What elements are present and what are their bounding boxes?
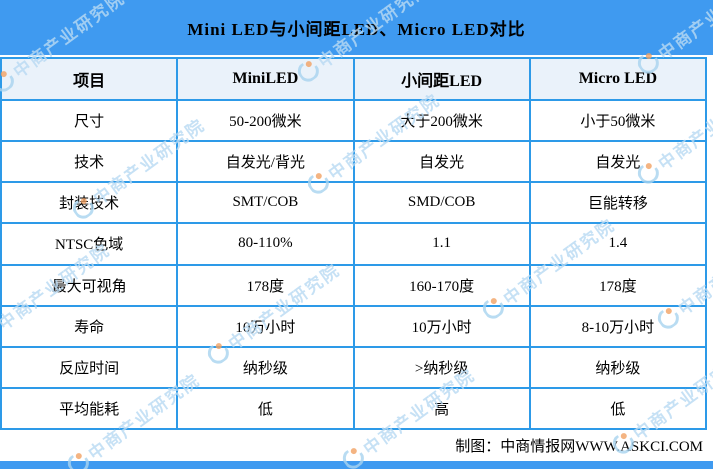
cell: 纳秒级 bbox=[178, 347, 353, 387]
cell: >纳秒级 bbox=[354, 347, 529, 387]
cell: 小于50微米 bbox=[530, 101, 705, 141]
row-label: 封装技术 bbox=[2, 183, 177, 223]
comparison-table: 项目 MiniLED 小间距LED Micro LED 尺寸 50-200微米 … bbox=[0, 57, 707, 430]
cell: 160-170度 bbox=[354, 265, 529, 305]
page-title: Mini LED与小间距LED、Micro LED对比 bbox=[187, 20, 526, 39]
cell: 自发光/背光 bbox=[178, 142, 353, 182]
cell: 低 bbox=[530, 388, 705, 428]
cell: 8-10万小时 bbox=[530, 306, 705, 346]
cell: 1.4 bbox=[530, 224, 705, 264]
row-label: 技术 bbox=[2, 142, 177, 182]
row-label: 最大可视角 bbox=[2, 265, 177, 305]
row-label: 平均能耗 bbox=[2, 388, 177, 428]
row-label: 尺寸 bbox=[2, 101, 177, 141]
cell: 纳秒级 bbox=[530, 347, 705, 387]
cell: 50-200微米 bbox=[178, 101, 353, 141]
cell: 178度 bbox=[530, 265, 705, 305]
row-label: 寿命 bbox=[2, 306, 177, 346]
column-header: Micro LED bbox=[530, 59, 705, 99]
cell: 10万小时 bbox=[354, 306, 529, 346]
source-credit: 制图：中商情报网WWW.ASKCI.COM bbox=[455, 439, 703, 455]
cell: SMT/COB bbox=[178, 183, 353, 223]
cell: 自发光 bbox=[354, 142, 529, 182]
cell: 巨能转移 bbox=[530, 183, 705, 223]
column-header: 小间距LED bbox=[354, 59, 529, 99]
row-label: 反应时间 bbox=[2, 347, 177, 387]
cell: 178度 bbox=[178, 265, 353, 305]
cell: 大于200微米 bbox=[354, 101, 529, 141]
row-label: NTSC色域 bbox=[2, 224, 177, 264]
cell: SMD/COB bbox=[354, 183, 529, 223]
cell: 10万小时 bbox=[178, 306, 353, 346]
column-header: MiniLED bbox=[178, 59, 353, 99]
cell: 80-110% bbox=[178, 224, 353, 264]
cell: 自发光 bbox=[530, 142, 705, 182]
column-header: 项目 bbox=[2, 59, 177, 99]
cell: 高 bbox=[354, 388, 529, 428]
footer-credit-row: 制图：中商情报网WWW.ASKCI.COM bbox=[0, 430, 707, 461]
cell: 1.1 bbox=[354, 224, 529, 264]
bottom-accent-bar bbox=[0, 461, 713, 469]
title-banner: Mini LED与小间距LED、Micro LED对比 bbox=[0, 0, 713, 55]
cell: 低 bbox=[178, 388, 353, 428]
